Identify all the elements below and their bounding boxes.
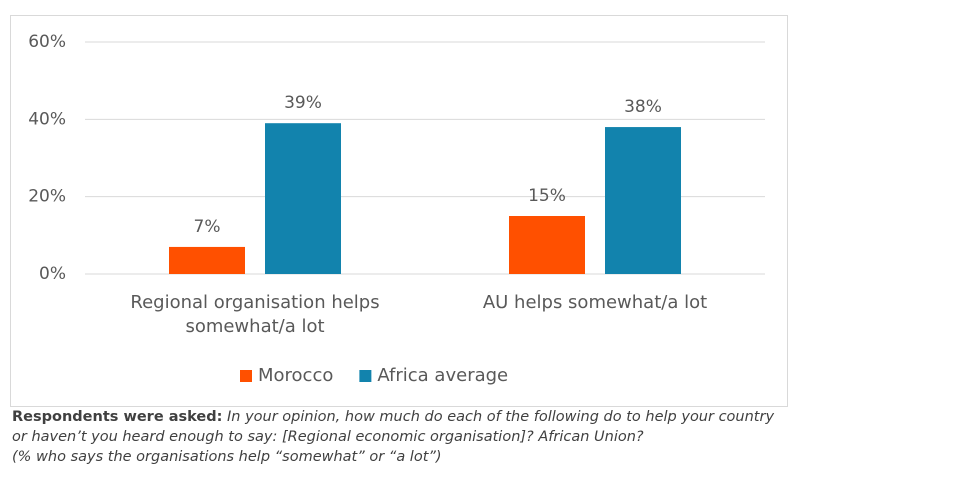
footnote-line: Respondents were asked: In your opinion,… — [12, 409, 774, 425]
footnote-line: (% who says the organisations help “some… — [12, 449, 442, 465]
y-tick-label: 0% — [39, 264, 66, 284]
legend-swatch — [240, 370, 252, 382]
legend-swatch — [359, 370, 372, 382]
footnote-text: or haven’t you heard enough to say: [Reg… — [12, 429, 644, 445]
y-tick-label: 20% — [28, 187, 66, 207]
bar — [265, 123, 341, 274]
bar — [169, 246, 245, 274]
x-tick-label: AU helps somewhat/a lot — [482, 292, 708, 313]
footnote-text: (% who says the organisations help “some… — [12, 449, 442, 465]
footnote-line: or haven’t you heard enough to say: [Reg… — [12, 429, 644, 445]
legend-label: Africa average — [377, 365, 508, 386]
data-label: 15% — [528, 186, 566, 206]
footnote-text: In your opinion, how much do each of the… — [227, 409, 775, 425]
footnote-lead: Respondents were asked: — [12, 409, 223, 425]
y-tick-label: 40% — [28, 109, 66, 129]
data-label: 38% — [624, 97, 662, 117]
data-label: 7% — [194, 217, 221, 237]
y-tick-label: 60% — [28, 32, 66, 52]
bar — [605, 127, 681, 274]
bar — [509, 216, 585, 274]
x-tick-label: Regional organisation helps somewhat/a l… — [130, 292, 380, 337]
legend-label: Morocco — [258, 365, 333, 386]
data-label: 39% — [284, 93, 322, 113]
